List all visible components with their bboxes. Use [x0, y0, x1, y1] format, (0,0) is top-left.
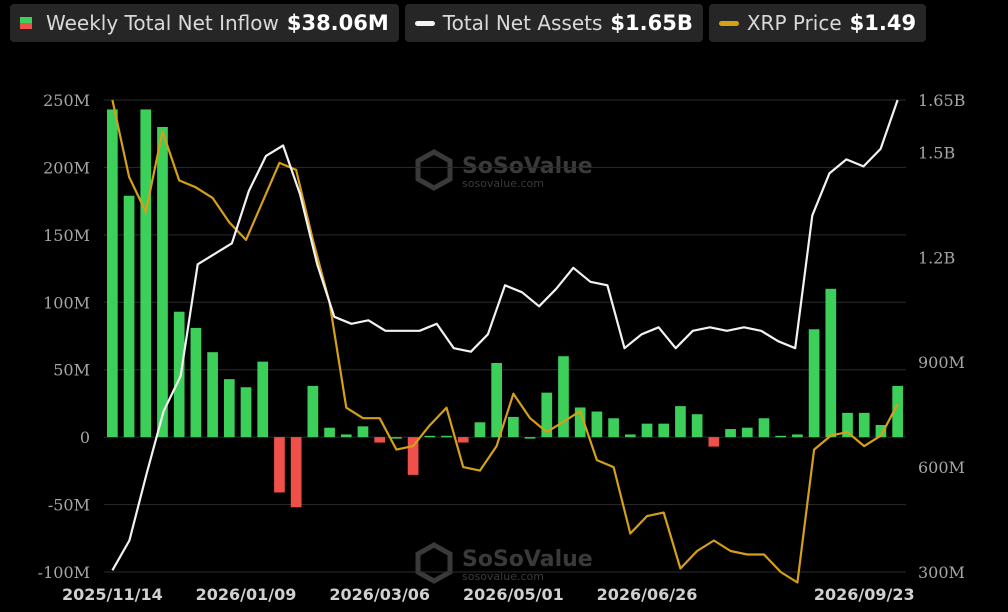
inflow-bar[interactable]	[391, 437, 402, 439]
inflow-bar[interactable]	[558, 356, 569, 438]
inflow-bar[interactable]	[775, 435, 787, 438]
inflow-bar[interactable]	[541, 392, 553, 438]
inflow-swatch-icon	[20, 17, 32, 29]
inflow-bar[interactable]	[641, 423, 653, 438]
inflow-bar[interactable]	[123, 195, 135, 438]
inflow-bar[interactable]	[190, 327, 202, 438]
x-axis-tick: 2026/06/26	[597, 585, 698, 604]
left-axis: 250M 200M 150M 100M 50M 0 -50M -100M	[38, 91, 90, 582]
left-axis-tick: 100M	[43, 293, 90, 312]
inflow-bar[interactable]	[357, 426, 369, 438]
inflow-bar[interactable]	[675, 406, 686, 438]
x-axis-tick: 2026/05/01	[463, 585, 564, 604]
left-axis-tick: 50M	[53, 361, 90, 380]
inflow-bar[interactable]	[608, 418, 619, 438]
legend-value: $1.49	[849, 11, 917, 35]
x-axis-tick: 2026/03/06	[329, 585, 430, 604]
left-axis-tick: 200M	[43, 158, 90, 177]
inflow-bar[interactable]	[691, 414, 703, 438]
legend-label: XRP Price	[746, 11, 842, 35]
x-axis-tick: 2025/11/14	[62, 585, 163, 604]
inflow-bar[interactable]	[257, 361, 269, 438]
legend-label: Total Net Assets	[442, 11, 603, 35]
legend-item-weekly-net-inflow[interactable]: Weekly Total Net Inflow $38.06M	[10, 4, 399, 42]
left-axis-tick: -50M	[48, 496, 90, 515]
inflow-bar[interactable]	[892, 385, 903, 438]
legend-value: $1.65B	[610, 11, 693, 35]
watermark-logo-icon	[415, 542, 453, 584]
x-axis: 2025/11/14 2026/01/09 2026/03/06 2026/05/01…	[62, 585, 915, 604]
watermark-brand: SoSoValue	[462, 154, 593, 179]
right-axis-tick: 1.2B	[918, 248, 955, 267]
inflow-bar[interactable]	[508, 416, 519, 438]
inflow-bar[interactable]	[107, 109, 118, 438]
inflow-bar[interactable]	[591, 411, 603, 438]
inflow-bar[interactable]	[825, 288, 837, 438]
inflow-bar[interactable]	[274, 437, 285, 493]
right-axis-tick: 600M	[918, 458, 965, 477]
legend-value: $38.06M	[286, 11, 389, 35]
inflow-bar[interactable]	[207, 352, 218, 438]
price-swatch-icon	[718, 20, 739, 26]
inflow-bar[interactable]	[374, 437, 386, 443]
inflow-bar[interactable]	[307, 385, 319, 438]
inflow-bar[interactable]	[173, 311, 185, 438]
assets-swatch-icon	[414, 20, 435, 26]
left-axis-tick: -100M	[38, 563, 90, 582]
inflow-bar[interactable]	[858, 412, 870, 438]
lines	[111, 99, 899, 584]
inflow-bar[interactable]	[290, 437, 302, 508]
inflow-bar[interactable]	[741, 427, 753, 438]
inflow-bar[interactable]	[424, 435, 436, 438]
inflow-bar[interactable]	[157, 126, 168, 438]
right-axis-tick: 1.5B	[918, 143, 955, 162]
grid-lines	[104, 99, 906, 573]
inflow-bar[interactable]	[324, 427, 335, 438]
inflow-bar[interactable]	[842, 412, 853, 438]
inflow-bar[interactable]	[441, 435, 452, 438]
inflow-bar[interactable]	[792, 434, 803, 438]
watermark-logo-icon	[415, 149, 453, 191]
inflow-bar[interactable]	[808, 329, 820, 438]
inflow-bar[interactable]	[223, 379, 235, 438]
inflow-bar[interactable]	[725, 429, 736, 438]
inflow-bar[interactable]	[708, 437, 720, 447]
inflow-bar[interactable]	[758, 418, 770, 438]
left-axis-tick: 250M	[43, 91, 90, 110]
right-axis-tick: 300M	[918, 563, 965, 582]
right-axis-tick: 900M	[918, 353, 965, 372]
inflow-bar[interactable]	[658, 423, 670, 438]
watermark-brand: SoSoValue	[462, 547, 593, 572]
legend-item-total-net-assets[interactable]: Total Net Assets $1.65B	[404, 4, 703, 42]
inflow-bar[interactable]	[140, 109, 152, 438]
legend: Weekly Total Net Inflow $38.06M Total Ne…	[10, 4, 927, 42]
inflow-bar[interactable]	[240, 387, 252, 438]
x-axis-tick: 2026/01/09	[196, 585, 297, 604]
right-axis: 1.65B 1.5B 1.2B 900M 600M 300M	[918, 91, 965, 582]
xrp-price-line[interactable]	[111, 99, 899, 584]
legend-label: Weekly Total Net Inflow	[46, 11, 279, 35]
watermark-url: sosovalue.com	[462, 177, 544, 190]
watermark-url: sosovalue.com	[462, 570, 544, 583]
inflow-bar[interactable]	[457, 437, 469, 443]
bars	[107, 109, 903, 508]
inflow-bar[interactable]	[875, 425, 887, 438]
inflow-bar[interactable]	[574, 407, 586, 438]
total-net-assets-line[interactable]	[111, 99, 899, 571]
right-axis-tick: 1.65B	[918, 91, 965, 110]
inflow-bar[interactable]	[407, 437, 419, 475]
inflow-bar[interactable]	[474, 422, 486, 438]
inflow-bar[interactable]	[491, 362, 502, 438]
legend-item-xrp-price[interactable]: XRP Price $1.49	[708, 4, 927, 42]
watermarks: SoSoValuesosovalue.comSoSoValuesosovalue…	[415, 149, 593, 584]
inflow-bar[interactable]	[340, 434, 352, 438]
left-axis-tick: 0	[80, 428, 90, 447]
left-axis-tick: 150M	[43, 226, 90, 245]
x-axis-tick: 2026/09/23	[814, 585, 915, 604]
inflow-bar[interactable]	[524, 437, 536, 439]
inflow-bar[interactable]	[624, 434, 636, 438]
